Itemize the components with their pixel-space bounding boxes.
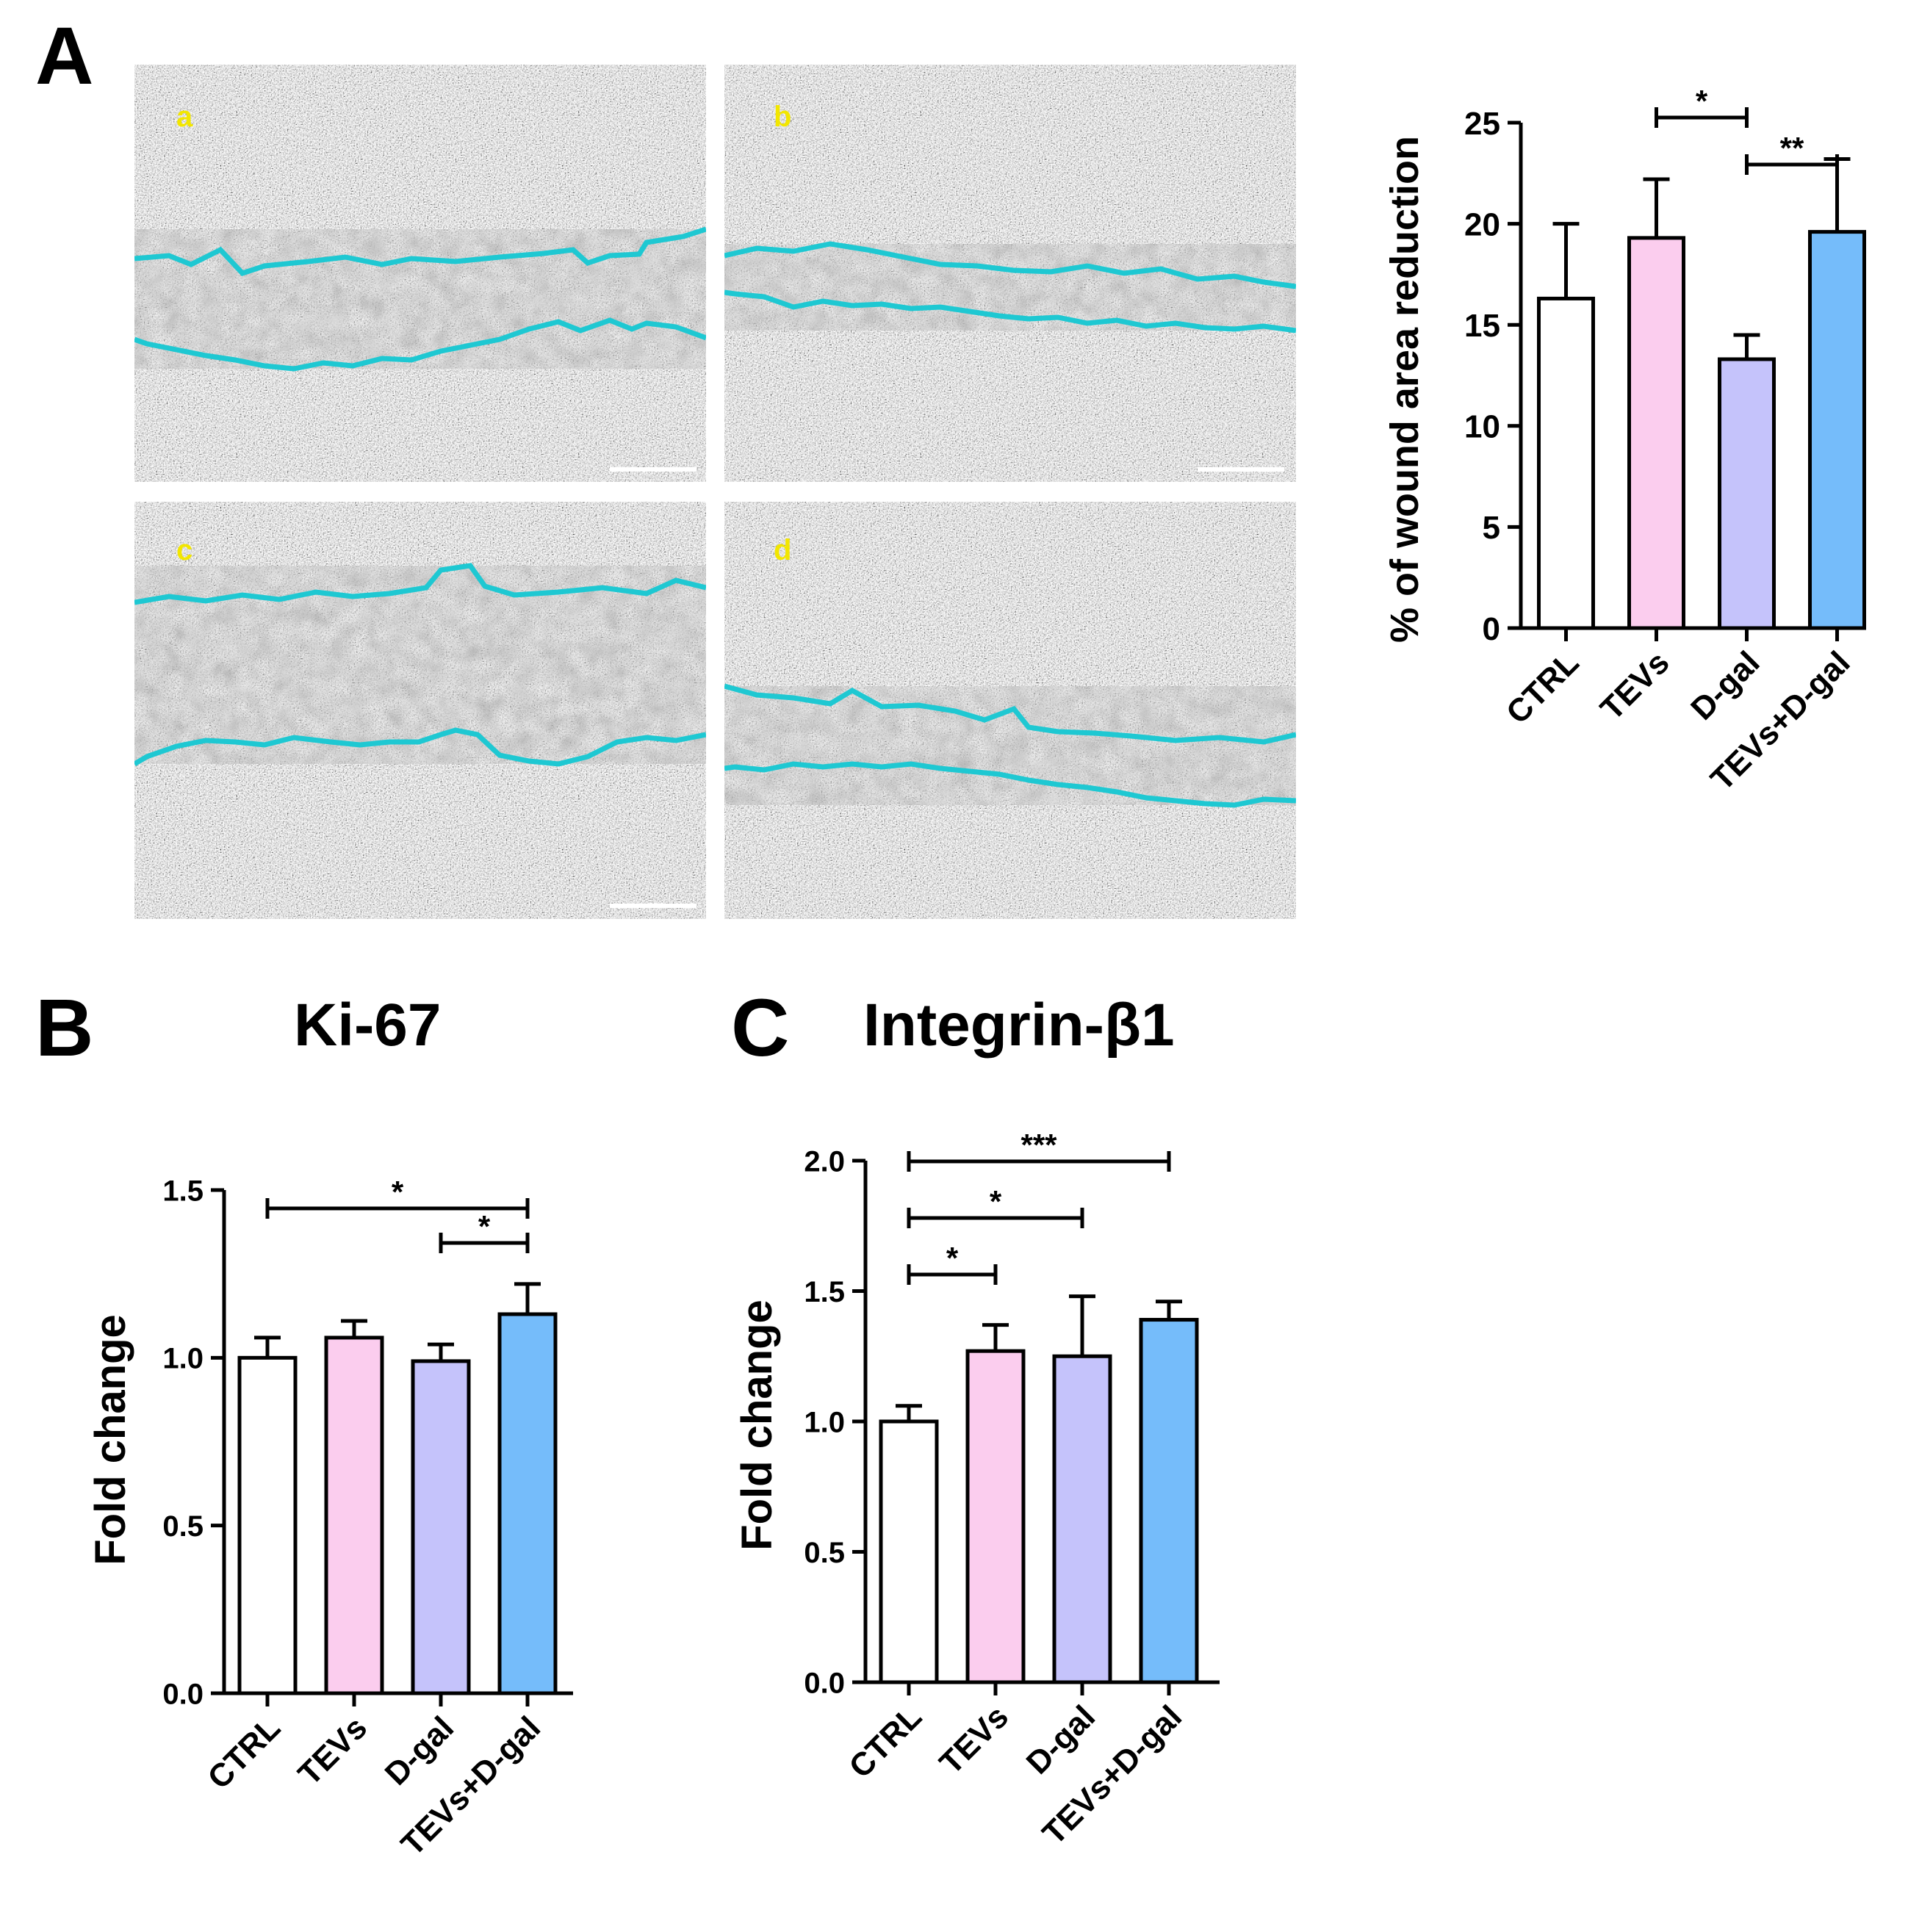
x-tick-label: D-gal [1684,644,1766,727]
bar-ctrl [879,1419,939,1684]
bar-ctrl [1537,296,1595,630]
x-tick-label: TEVs [292,1709,374,1792]
micrograph-label-d: d [774,534,791,566]
y-tick-label: 10 [1464,409,1500,445]
panel-title-b: Ki-67 [294,992,442,1059]
wound-gap-d [724,686,1296,805]
wound-edge-bottom-c [134,727,706,767]
chart-wound-area-reduction: 0 5 10 15 20 25 % of wound area reduction CTRL T… [1383,84,1866,798]
y-axis-label: Fold change [87,1314,134,1565]
x-tick-label: D-gal [378,1709,461,1792]
bar-tevs-d-gal [1808,230,1866,630]
micrograph-label-a: a [176,101,193,133]
x-tick-label: TEVs [1594,644,1676,727]
wound-edge-bottom-b [724,289,1296,334]
panel-title-c: Integrin-β1 [863,992,1175,1059]
micrograph-b [724,65,1296,482]
y-tick-label: 20 [1464,206,1500,242]
micrograph-label-b: b [774,101,791,133]
x-tick-label: TEVs [933,1698,1015,1781]
y-tick-label: 1.5 [804,1276,845,1308]
wound-gap-a [134,229,706,369]
scale-bar-b [1198,467,1284,472]
wound-edge-bottom-d [724,761,1296,808]
y-tick-label: 0.0 [162,1678,204,1710]
bar-d-gal [411,1359,471,1695]
y-axis-label: % of wound area reduction [1383,136,1427,643]
micrograph-c [134,502,706,919]
wound-edge-top-c [134,563,706,605]
bar-tevs [324,1336,384,1695]
y-tick-label: 0.5 [804,1537,845,1569]
bar-tevs [1627,236,1685,630]
y-tick-label: 1.0 [162,1343,204,1375]
significance-label: * [392,1175,404,1209]
x-tick-label: CTRL [1500,644,1586,731]
panel-label-c: C [731,983,790,1073]
significance-label: * [478,1209,491,1244]
significance-label: * [1696,84,1708,118]
micrograph-a [134,65,706,482]
y-tick-label: 5 [1483,510,1500,546]
y-tick-label: 1.0 [804,1406,845,1438]
micrograph-label-c: c [176,534,192,566]
bar-d-gal [1718,357,1776,630]
wound-gap-c [134,566,706,764]
panel-label-a: A [35,11,94,101]
y-tick-label: 15 [1464,308,1500,344]
panel-label-b: B [35,983,94,1073]
y-tick-label: 2.0 [804,1145,845,1178]
y-tick-label: 0.0 [804,1667,845,1699]
bar-tevs-d-gal [497,1312,558,1695]
micrograph-d [724,502,1296,919]
wound-edge-top-b [724,241,1296,289]
wound-edge-top-d [724,683,1296,745]
wound-edge-top-a [134,226,706,277]
bar-ctrl [237,1355,298,1695]
x-tick-label: CTRL [201,1709,287,1796]
x-tick-label: CTRL [842,1698,929,1785]
bar-tevs-d-gal [1139,1318,1199,1684]
significance-label: * [946,1241,959,1275]
y-tick-label: 0 [1483,611,1500,647]
x-tick-label: D-gal [1020,1698,1102,1781]
y-tick-label: 0.5 [162,1510,204,1543]
y-axis-label: Fold change [733,1300,781,1551]
scale-bar-c [610,904,696,908]
wound-edge-bottom-a [134,317,706,372]
significance-label: ** [1780,131,1804,165]
scale-bar-a [610,467,696,472]
bar-tevs [965,1349,1026,1684]
significance-label: *** [1020,1128,1057,1162]
bar-d-gal [1052,1354,1112,1684]
wound-gap-b [724,244,1296,331]
significance-label: * [990,1184,1002,1219]
y-tick-label: 1.5 [162,1175,204,1207]
y-tick-label: 25 [1464,106,1500,142]
